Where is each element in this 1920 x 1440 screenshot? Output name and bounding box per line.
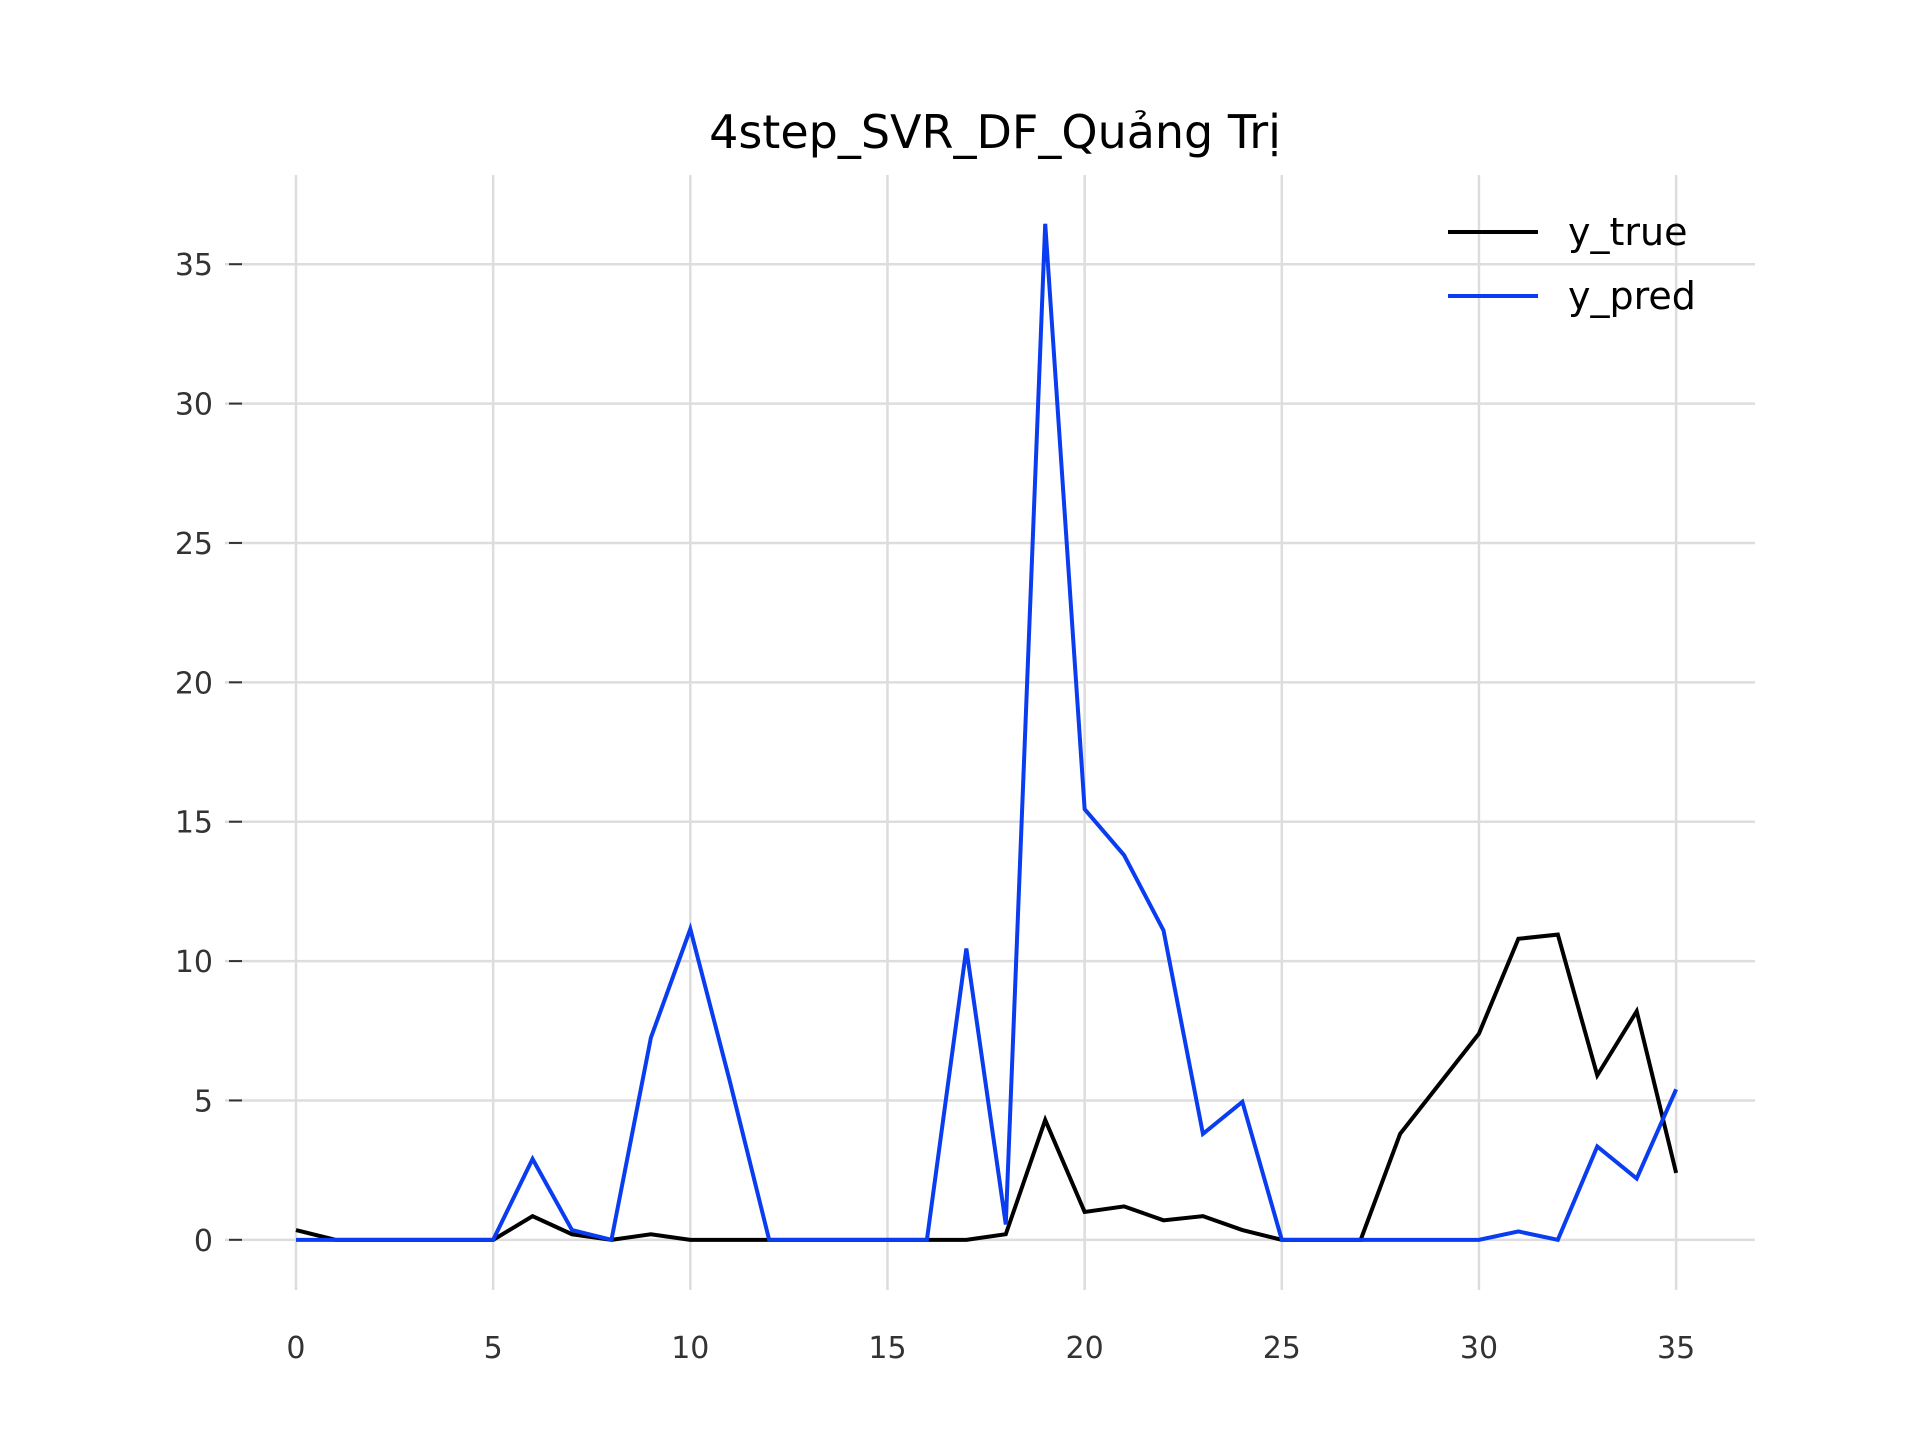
x-tick-label: 20	[1066, 1331, 1104, 1366]
series-line-y-pred	[295, 223, 1678, 1243]
x-tick-label: 15	[868, 1331, 906, 1366]
series-lines	[295, 223, 1679, 1243]
x-tick-label: 25	[1263, 1331, 1301, 1366]
y-tick-label: 30	[175, 388, 213, 423]
y-tick-label: 15	[175, 806, 213, 841]
legend: y_true y_pred	[1448, 210, 1696, 318]
y-tick-label: 0	[194, 1224, 213, 1259]
y-tick-label: 10	[175, 945, 213, 980]
x-tick-label: 10	[671, 1331, 709, 1366]
x-tick-label: 5	[484, 1331, 503, 1366]
legend-label: y_pred	[1568, 274, 1696, 318]
y-tick-label: 25	[175, 527, 213, 562]
series-line-y-true	[295, 932, 1679, 1242]
x-tick-label: 0	[286, 1331, 305, 1366]
axis-ticks: 0 5 10 15 20 25 30 35 0 5 10 15 20 25 30 35	[175, 248, 1695, 1366]
y-tick-label: 20	[175, 666, 213, 701]
legend-label: y_true	[1568, 210, 1687, 254]
x-tick-label: 35	[1657, 1331, 1695, 1366]
x-tick-label: 30	[1460, 1331, 1498, 1366]
y-tick-label: 35	[175, 248, 213, 283]
y-tick-label: 5	[194, 1084, 213, 1119]
chart-title: 4step_SVR_DF_Quảng Trị	[709, 105, 1281, 159]
grid-lines	[225, 175, 1755, 1290]
